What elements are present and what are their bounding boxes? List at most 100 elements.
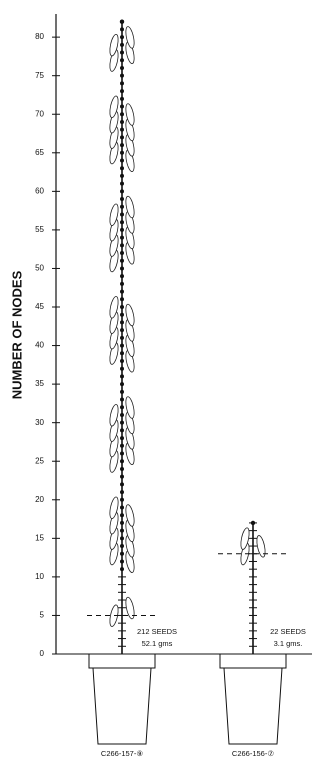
- node: [120, 97, 124, 101]
- seed-count: 22 SEEDS: [270, 627, 306, 636]
- node: [120, 536, 124, 540]
- y-tick-label: 70: [35, 109, 44, 118]
- node: [120, 552, 124, 556]
- node: [120, 89, 124, 93]
- y-tick-label: 25: [35, 456, 44, 465]
- y-tick-label: 10: [35, 572, 44, 581]
- stem-tip: [251, 521, 255, 525]
- node: [120, 243, 124, 247]
- node: [120, 51, 124, 55]
- node: [120, 351, 124, 355]
- node: [120, 305, 124, 309]
- node: [120, 259, 124, 263]
- node: [120, 405, 124, 409]
- node: [120, 444, 124, 448]
- node: [120, 236, 124, 240]
- chart: NUMBER OF NODES 051015202530354045505560…: [0, 0, 315, 761]
- node: [120, 382, 124, 386]
- y-tick-label: 50: [35, 264, 44, 273]
- node: [120, 197, 124, 201]
- seed-count: 212 SEEDS: [137, 627, 177, 636]
- node: [120, 66, 124, 70]
- y-tick-label: 15: [35, 533, 44, 542]
- node: [120, 398, 124, 402]
- node: [120, 189, 124, 193]
- node: [120, 490, 124, 494]
- pot-label: C266-157-⑨: [101, 749, 143, 758]
- node: [120, 81, 124, 85]
- node: [120, 274, 124, 278]
- node: [120, 228, 124, 232]
- pot-label: C266-156-⑦: [232, 749, 274, 758]
- node: [120, 58, 124, 62]
- node: [120, 559, 124, 563]
- pot-rim: [89, 654, 155, 668]
- node: [120, 313, 124, 317]
- node: [120, 459, 124, 463]
- node: [120, 220, 124, 224]
- y-tick-label: 20: [35, 495, 44, 504]
- y-tick-label: 40: [35, 341, 44, 350]
- pot: [93, 668, 151, 744]
- node: [120, 475, 124, 479]
- node: [120, 413, 124, 417]
- node: [120, 74, 124, 78]
- pod: [255, 535, 266, 558]
- node: [120, 390, 124, 394]
- node: [120, 128, 124, 132]
- y-tick-label: 80: [35, 32, 44, 41]
- node: [120, 452, 124, 456]
- node: [120, 182, 124, 186]
- node: [120, 290, 124, 294]
- seed-weight: 52.1 gms: [142, 639, 173, 648]
- node: [120, 120, 124, 124]
- node: [120, 428, 124, 432]
- y-tick-label: 30: [35, 418, 44, 427]
- stem-tip: [120, 20, 124, 24]
- node: [120, 159, 124, 163]
- node: [120, 27, 124, 31]
- node: [120, 143, 124, 147]
- node: [120, 467, 124, 471]
- node: [120, 266, 124, 270]
- node: [120, 498, 124, 502]
- y-tick-label: 45: [35, 302, 44, 311]
- y-tick-label: 5: [40, 611, 45, 620]
- y-tick-label: 35: [35, 379, 44, 388]
- node: [120, 166, 124, 170]
- node: [120, 367, 124, 371]
- node: [120, 251, 124, 255]
- node: [120, 482, 124, 486]
- node: [120, 521, 124, 525]
- node: [120, 421, 124, 425]
- y-tick-label: 0: [40, 649, 45, 658]
- node: [120, 35, 124, 39]
- node: [120, 205, 124, 209]
- node: [120, 359, 124, 363]
- node: [120, 374, 124, 378]
- node: [120, 436, 124, 440]
- node: [120, 135, 124, 139]
- node: [120, 336, 124, 340]
- pot: [224, 668, 282, 744]
- y-tick-label: 60: [35, 186, 44, 195]
- node: [120, 43, 124, 47]
- node: [120, 282, 124, 286]
- node: [120, 328, 124, 332]
- pod: [124, 597, 135, 620]
- y-tick-label: 65: [35, 148, 44, 157]
- y-tick-label: 55: [35, 225, 44, 234]
- seed-weight: 3.1 gms.: [274, 639, 303, 648]
- node: [120, 105, 124, 109]
- pot-rim: [220, 654, 286, 668]
- node: [120, 505, 124, 509]
- node: [120, 297, 124, 301]
- node: [120, 212, 124, 216]
- y-tick-label: 75: [35, 71, 44, 80]
- node: [120, 544, 124, 548]
- node: [120, 112, 124, 116]
- node: [120, 151, 124, 155]
- node: [120, 567, 124, 571]
- node: [120, 320, 124, 324]
- node: [120, 513, 124, 517]
